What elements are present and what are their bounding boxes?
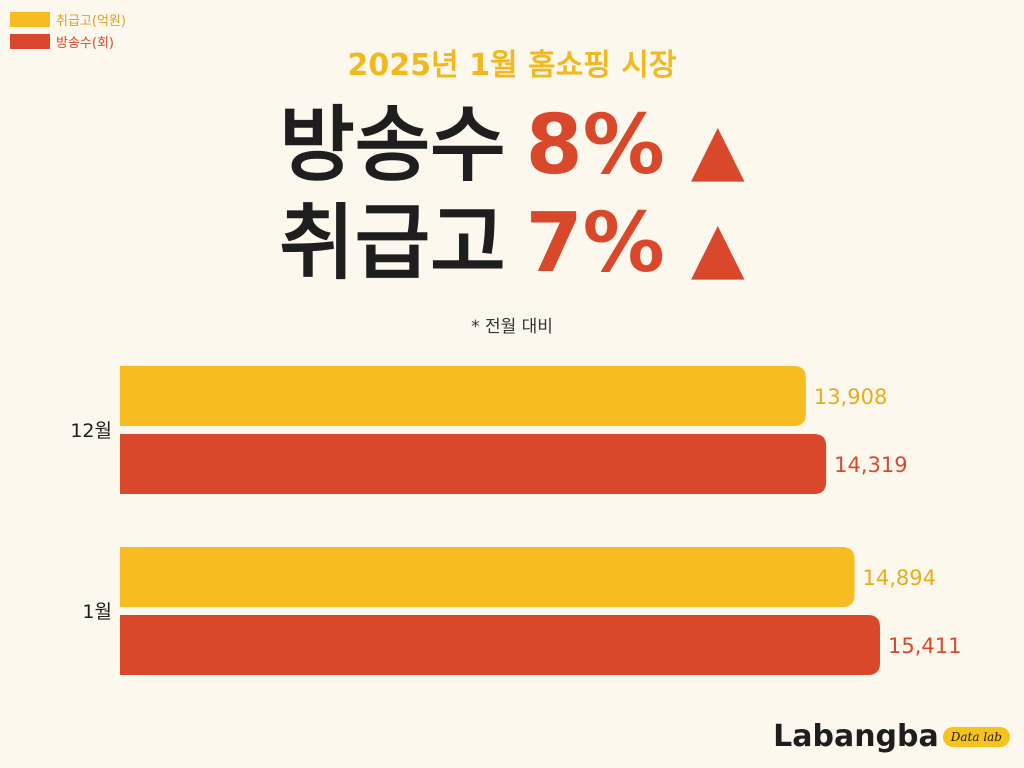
- brand-logo: Labangba Data lab: [773, 719, 1010, 754]
- headline-percent: 8%: [525, 98, 665, 193]
- legend: 취급고(억원) 방송수(회): [10, 8, 126, 52]
- legend-label: 방송수(회): [56, 35, 114, 51]
- bar-broadcasts: [120, 615, 880, 675]
- up-triangle-icon: ▲: [690, 206, 745, 288]
- data-label: 14,894: [863, 566, 936, 590]
- bar-handling: [120, 366, 806, 426]
- brand-name: Labangba: [773, 719, 939, 754]
- comparison-note: * 전월 대비: [471, 317, 553, 337]
- category-label: 12월: [70, 420, 112, 442]
- bar-handling: [120, 547, 855, 607]
- headline-broadcasts: 방송수 8% ▲: [0, 98, 1024, 197]
- chart-subtitle: 2025년 1월 홈쇼핑 시장: [347, 48, 677, 83]
- data-label: 13,908: [814, 385, 887, 409]
- brand-tag: Data lab: [942, 726, 1010, 747]
- bar-chart: 12월 13,908 14,319 1월 14,894 15,411: [70, 366, 961, 675]
- headline-percent: 7%: [525, 196, 665, 291]
- legend-item-broadcasts: 방송수(회): [10, 30, 126, 52]
- legend-label: 취급고(억원): [56, 13, 126, 29]
- headline-handling: 취급고 7% ▲: [0, 196, 1024, 295]
- legend-item-handling: 취급고(억원): [10, 8, 126, 30]
- headline-label: 취급고: [279, 196, 506, 291]
- legend-swatch-red: [10, 33, 50, 49]
- category-label: 1월: [82, 601, 112, 623]
- legend-swatch-yellow: [10, 11, 50, 27]
- data-label: 14,319: [834, 453, 907, 477]
- up-triangle-icon: ▲: [690, 108, 745, 190]
- bar-broadcasts: [120, 434, 827, 494]
- data-label: 15,411: [888, 634, 961, 658]
- headline-label: 방송수: [279, 98, 506, 193]
